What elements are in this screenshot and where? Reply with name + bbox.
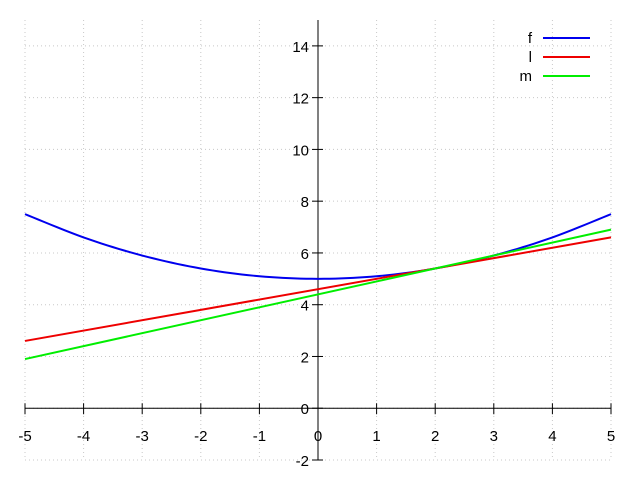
legend: flm (520, 30, 590, 85)
legend-label-f: f (528, 30, 533, 47)
x-tick-label: 3 (490, 428, 498, 445)
series-line-l (24, 236, 612, 342)
x-tick-label: -2 (194, 428, 207, 445)
y-tick-label: 0 (301, 401, 309, 418)
legend-label-m: m (520, 68, 533, 85)
y-tick-label: 12 (292, 91, 309, 108)
x-tick-label: -1 (253, 428, 266, 445)
x-tick-label: 0 (314, 428, 322, 445)
axes (25, 20, 611, 460)
x-tick-label: 5 (607, 428, 615, 445)
y-tick-label: 6 (301, 246, 309, 263)
x-tick-label: 1 (372, 428, 380, 445)
x-axis-ticks: -5 -4 -3 -2 -1 0 1 2 3 4 5 (18, 403, 615, 445)
y-tick-label: -2 (296, 453, 309, 470)
legend-label-l: l (529, 49, 532, 66)
x-tick-label: -4 (77, 428, 90, 445)
plot-series (24, 213, 612, 361)
y-axis-ticks: -2 0 2 4 6 8 10 12 14 (292, 39, 323, 470)
x-tick-label: -5 (18, 428, 31, 445)
x-tick-label: -3 (136, 428, 149, 445)
y-tick-label: 14 (292, 39, 309, 56)
grid (24, 20, 612, 461)
x-tick-label: 4 (548, 428, 556, 445)
y-tick-label: 8 (301, 194, 309, 211)
series-line-f (24, 213, 612, 280)
y-tick-label: 10 (292, 142, 309, 159)
series-line-m (24, 228, 612, 361)
y-tick-label: 2 (301, 349, 309, 366)
x-tick-label: 2 (431, 428, 439, 445)
y-tick-label: 4 (301, 298, 309, 315)
